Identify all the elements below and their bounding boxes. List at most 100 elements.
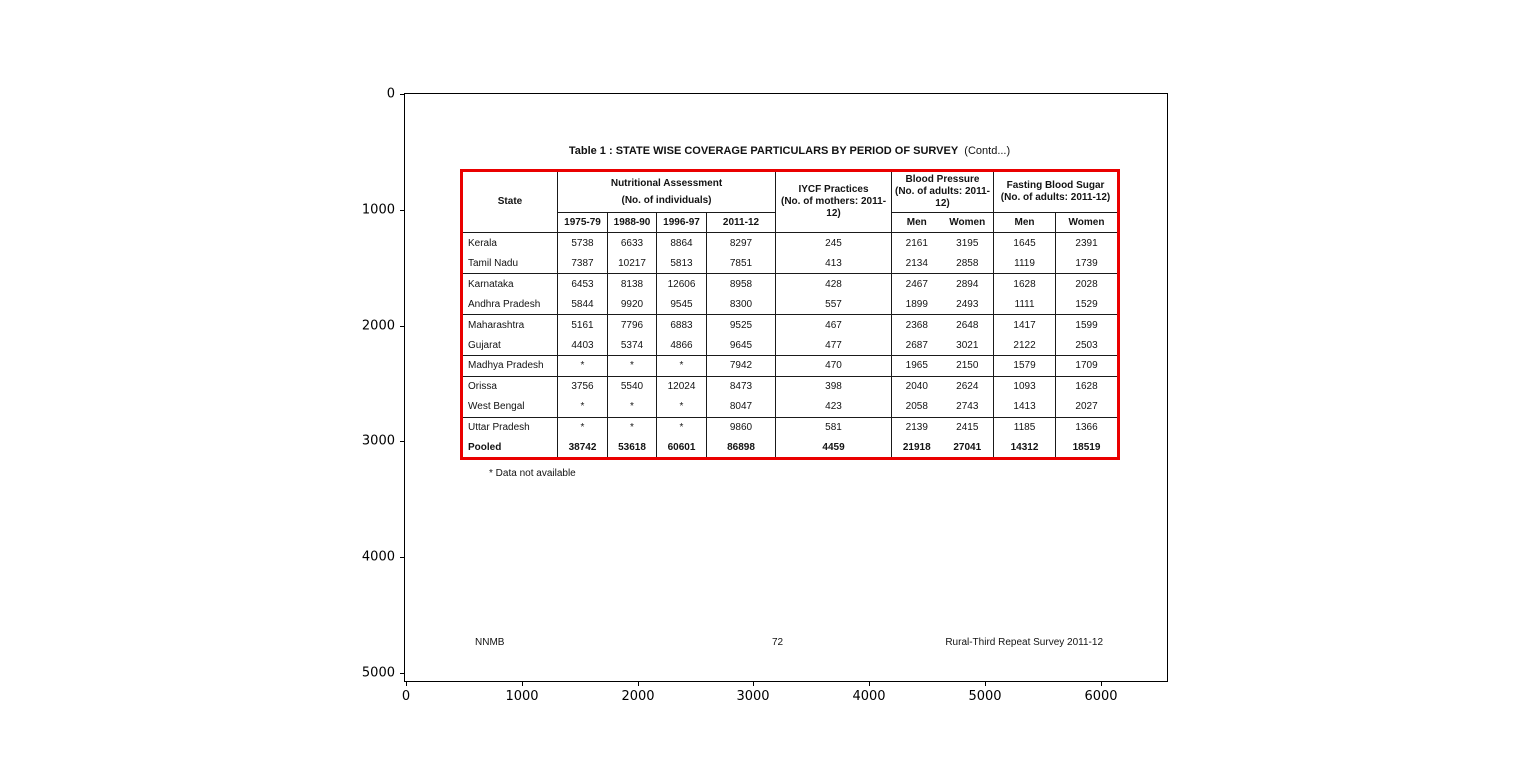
cell-value: 1645 (993, 232, 1057, 253)
coverage-table: State Nutritional Assessment (No. of indiv… (460, 169, 1121, 460)
cell-value: 557 (775, 294, 893, 315)
document-footer: NNMB 72 Rural-Third Repeat Survey 2011-1… (405, 637, 1167, 651)
col-header-1996-97: 1996-97 (656, 212, 707, 233)
cell-state: Kerala (461, 232, 558, 253)
col-header-iycf-practices: IYCF Practices (No. of mothers: 2011-12) (775, 170, 893, 233)
table-row: West Bengal * * * 8047 423 2058 2743 1413 2027 (461, 396, 1120, 418)
cell-value: 5374 (607, 335, 657, 356)
cell-value: 2368 (891, 314, 942, 335)
cell-value: 2134 (891, 253, 942, 274)
header-row-groups: State Nutritional Assessment (No. of indiv… (461, 170, 1120, 233)
table-row: Gujarat 4403 5374 4866 9645 477 2687 3021 2122 25… (461, 335, 1120, 356)
cell-value: 8473 (705, 375, 777, 397)
cell-value: 8138 (607, 273, 657, 294)
col-header-blood-pressure-sub: (No. of adults: 2011-12) (895, 186, 991, 209)
footer-org: NNMB (475, 637, 505, 648)
footer-survey-name: Rural-Third Repeat Survey 2011-12 (945, 637, 1103, 648)
cell-value: 2150 (941, 355, 995, 377)
x-tick-mark (985, 681, 986, 686)
cell-value: * (607, 355, 657, 377)
cell-value: * (656, 416, 707, 438)
col-header-fasting-blood-sugar: Fasting Blood Sugar (No. of adults: 2011-… (993, 170, 1120, 213)
col-header-nutritional-assessment-sub: (No. of individuals) (621, 194, 712, 206)
cell-value: 4866 (656, 335, 707, 356)
col-header-iycf-practices-label: IYCF Practices (798, 184, 869, 195)
cell-value: 12024 (656, 375, 707, 397)
cell-value: 2415 (941, 416, 995, 438)
cell-value: 3756 (557, 375, 608, 397)
document-title: Table 1 : STATE WISE COVERAGE PARTICULAR… (460, 145, 1119, 157)
cell-value: 470 (775, 355, 893, 377)
cell-value: 2122 (993, 335, 1057, 356)
cell-value: 1599 (1055, 314, 1120, 335)
table-row: Uttar Pradesh * * * 9860 581 2139 2415 1185 1366 (461, 416, 1120, 438)
cell-state: Maharashtra (461, 314, 558, 335)
cell-value: 38742 (557, 437, 608, 459)
cell-state: West Bengal (461, 396, 558, 418)
y-tick-label: 4000 (361, 549, 395, 565)
cell-value: 4459 (775, 437, 893, 459)
cell-value: 1417 (993, 314, 1057, 335)
cell-value: 9645 (705, 335, 777, 356)
document-title-contd: (Contd...) (964, 145, 1011, 157)
document-title-main: Table 1 : STATE WISE COVERAGE PARTICULAR… (568, 145, 959, 157)
cell-value: 5844 (557, 294, 608, 315)
cell-value: 581 (775, 416, 893, 438)
cell-value: 53618 (607, 437, 657, 459)
y-tick-mark (400, 210, 405, 211)
table-row: Andhra Pradesh 5844 9920 9545 8300 557 1899 249… (461, 294, 1120, 315)
y-tick-label: 1000 (361, 202, 395, 218)
cell-value: 8297 (705, 232, 777, 253)
y-tick-label: 0 (386, 86, 395, 102)
cell-value: 3195 (941, 232, 995, 253)
cell-value: 9545 (656, 294, 707, 315)
x-tick-label: 0 (401, 689, 411, 704)
cell-value: 2503 (1055, 335, 1120, 356)
footnote: * Data not available (489, 468, 576, 479)
table-row: Maharashtra 5161 7796 6883 9525 467 2368 2648 14… (461, 314, 1120, 335)
col-header-iycf-practices-sub: (No. of mothers: 2011-12) (781, 196, 887, 219)
table-row: Karnataka 6453 8138 12606 8958 428 2467 2894 162… (461, 273, 1120, 294)
x-tick-label: 3000 (736, 689, 770, 704)
cell-value: 7942 (705, 355, 777, 377)
cell-value: 9860 (705, 416, 777, 438)
col-header-2011-12: 2011-12 (705, 212, 777, 233)
table-row: Madhya Pradesh * * * 7942 470 1965 2150 1579 1709 (461, 355, 1120, 377)
cell-value: * (607, 416, 657, 438)
y-tick-mark (400, 673, 405, 674)
col-header-1975-79: 1975-79 (557, 212, 608, 233)
table-row: Orissa 3756 5540 12024 8473 398 2040 2624 1093 16… (461, 375, 1120, 397)
col-header-fasting-blood-sugar-label: Fasting Blood Sugar (1006, 180, 1105, 191)
x-tick-mark (869, 681, 870, 686)
cell-state: Madhya Pradesh (461, 355, 558, 377)
cell-state: Orissa (461, 375, 558, 397)
cell-value: 1111 (993, 294, 1057, 315)
plot-area: Table 1 : STATE WISE COVERAGE PARTICULAR… (362, 87, 1168, 704)
cell-value: 14312 (993, 437, 1057, 459)
cell-state: Tamil Nadu (461, 253, 558, 274)
col-header-bp-women: Women (941, 212, 995, 233)
cell-value: 2894 (941, 273, 995, 294)
x-tick-mark (753, 681, 754, 686)
cell-value: 2040 (891, 375, 942, 397)
cell-value: 2858 (941, 253, 995, 274)
y-tick-label: 2000 (361, 318, 395, 334)
x-tick-label: 5000 (968, 689, 1002, 704)
cell-value: 18519 (1055, 437, 1120, 459)
cell-value: 1119 (993, 253, 1057, 274)
col-header-state: State (461, 170, 558, 233)
cell-value: 2391 (1055, 232, 1120, 253)
cell-value: * (557, 355, 608, 377)
cell-value: * (656, 396, 707, 418)
col-header-nutritional-assessment: Nutritional Assessment (No. of individual… (556, 170, 777, 213)
cell-value: 21918 (891, 437, 942, 459)
cell-value: 2139 (891, 416, 942, 438)
cell-value: 2161 (891, 232, 942, 253)
cell-state: Andhra Pradesh (461, 294, 558, 315)
x-tick-label: 4000 (852, 689, 886, 704)
cell-value: 9525 (705, 314, 777, 335)
cell-value: 1628 (1055, 375, 1120, 397)
cell-value: 1899 (891, 294, 942, 315)
x-tick-mark (522, 681, 523, 686)
cell-value: 1739 (1055, 253, 1120, 274)
